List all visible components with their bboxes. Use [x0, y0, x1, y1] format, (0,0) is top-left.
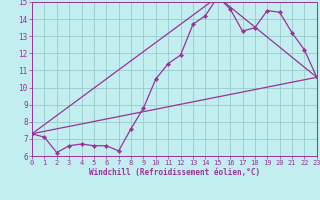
X-axis label: Windchill (Refroidissement éolien,°C): Windchill (Refroidissement éolien,°C) — [89, 168, 260, 177]
